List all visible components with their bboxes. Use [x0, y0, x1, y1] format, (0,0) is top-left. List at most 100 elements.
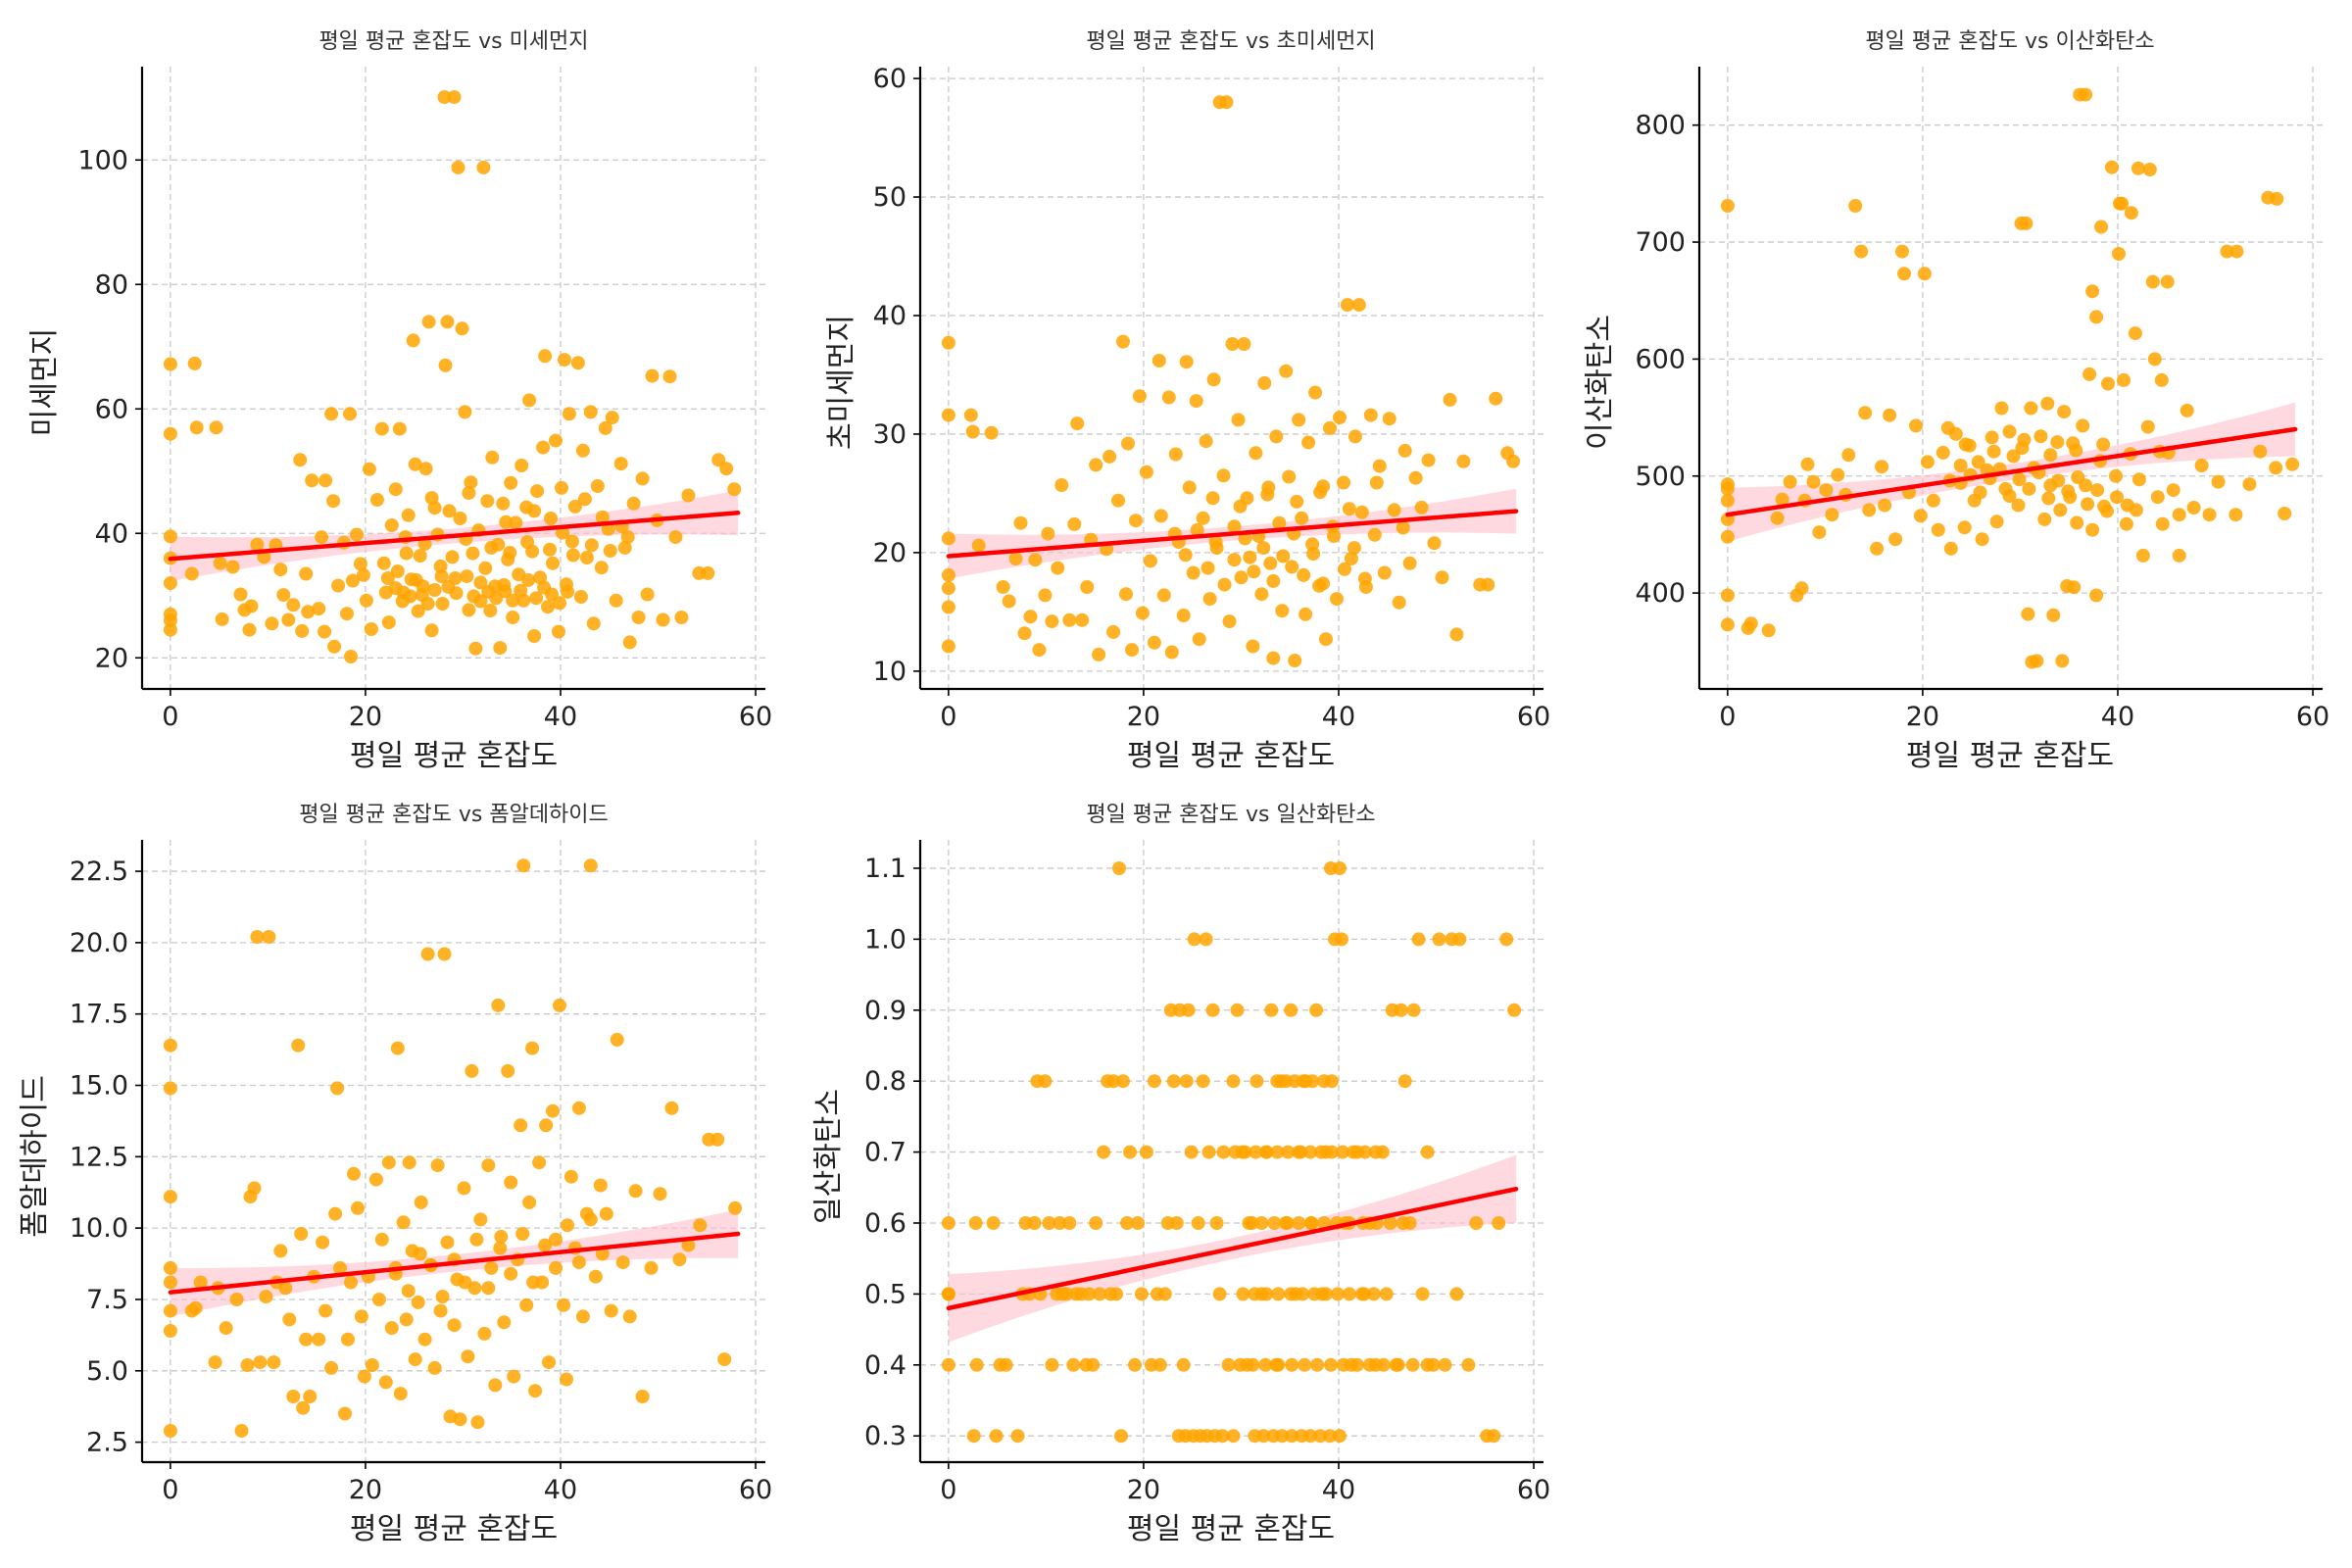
data-point: [2154, 372, 2169, 387]
data-point: [344, 1275, 358, 1290]
data-point: [324, 1360, 339, 1375]
data-point: [1743, 616, 1758, 631]
data-point: [1794, 581, 1809, 596]
y-tick-label: 40: [873, 301, 906, 331]
data-point: [1169, 1216, 1184, 1230]
data-point: [1989, 514, 2004, 529]
data-point: [727, 482, 742, 497]
data-point: [504, 1266, 518, 1281]
data-point: [1041, 526, 1055, 541]
data-point: [1396, 520, 1410, 535]
data-point: [681, 488, 696, 503]
data-point: [408, 1352, 422, 1367]
data-point: [340, 607, 354, 621]
data-point: [447, 1318, 462, 1333]
data-point: [693, 1218, 708, 1233]
data-point: [1128, 1357, 1142, 1372]
data-point: [1382, 412, 1396, 426]
data-point: [1506, 454, 1521, 468]
data-point: [1247, 564, 1261, 579]
data-point: [2278, 507, 2292, 520]
data-point: [506, 593, 520, 608]
data-point: [1481, 577, 1495, 592]
x-tick-label: 40: [2101, 702, 2134, 732]
data-point: [1219, 95, 1234, 110]
data-point: [1379, 1287, 1394, 1301]
data-point: [1243, 550, 1257, 564]
data-point: [2070, 515, 2084, 530]
data-point: [273, 1244, 288, 1258]
data-point: [1340, 298, 1354, 313]
data-point: [1191, 1216, 1205, 1230]
data-point: [603, 544, 617, 558]
data-point: [1469, 1216, 1484, 1230]
data-point: [2145, 274, 2160, 289]
data-point: [163, 426, 177, 441]
data-point: [577, 492, 592, 507]
data-point: [189, 420, 204, 435]
y-tick-label: 1.1: [864, 854, 906, 884]
data-point: [1045, 1357, 1059, 1372]
y-tick-label: 30: [873, 419, 906, 450]
data-point: [564, 534, 579, 549]
data-point: [401, 1284, 416, 1298]
data-point: [1351, 298, 1366, 313]
data-point: [599, 1206, 613, 1221]
data-point: [399, 546, 414, 561]
data-point: [484, 1260, 499, 1275]
data-point: [1281, 1145, 1296, 1159]
data-point: [464, 475, 478, 490]
data-point: [1147, 635, 1161, 650]
data-point: [941, 1287, 956, 1301]
data-point: [294, 1227, 309, 1241]
data-point: [1800, 457, 1815, 471]
data-point: [1812, 525, 1827, 540]
data-point: [1249, 446, 1263, 461]
data-point: [1420, 1145, 1435, 1159]
data-point: [331, 578, 346, 593]
x-tick-label: 60: [1517, 1475, 1550, 1505]
data-point: [301, 605, 316, 619]
data-point: [365, 1358, 379, 1372]
data-point: [522, 1195, 537, 1209]
data-point: [1346, 1145, 1360, 1159]
data-point: [163, 1275, 177, 1290]
x-tick-label: 0: [940, 702, 956, 732]
data-point: [376, 556, 391, 570]
data-point: [1248, 1287, 1262, 1301]
data-point: [1109, 1287, 1124, 1301]
data-point: [1452, 932, 1467, 947]
data-point: [460, 569, 474, 584]
data-point: [1284, 1003, 1298, 1017]
data-point: [653, 1187, 667, 1201]
y-tick-label: 40: [95, 518, 128, 549]
data-point: [457, 1181, 471, 1196]
data-point: [496, 496, 511, 511]
data-point: [225, 560, 240, 574]
data-point: [1806, 474, 1821, 489]
data-point: [1354, 1287, 1369, 1301]
data-point: [316, 1235, 330, 1250]
data-point: [497, 578, 512, 592]
y-tick-label: 500: [1635, 462, 1686, 492]
data-point: [1986, 444, 2001, 459]
data-point: [1348, 429, 1362, 444]
data-point: [2119, 516, 2133, 531]
data-point: [462, 603, 476, 617]
data-point: [381, 615, 396, 630]
y-tick-label: 60: [873, 64, 906, 94]
data-point: [1280, 1216, 1295, 1230]
data-point: [1994, 401, 2009, 416]
data-point: [521, 572, 536, 587]
data-point: [941, 567, 956, 582]
data-point: [1432, 932, 1446, 947]
data-point: [351, 1200, 365, 1215]
data-point: [1449, 627, 1464, 642]
data-point: [2229, 508, 2243, 522]
data-point: [1106, 624, 1121, 639]
data-point: [1196, 511, 1210, 525]
data-point: [466, 546, 480, 561]
data-point: [1298, 1357, 1312, 1372]
data-point: [672, 1252, 687, 1267]
data-point: [291, 1038, 306, 1053]
